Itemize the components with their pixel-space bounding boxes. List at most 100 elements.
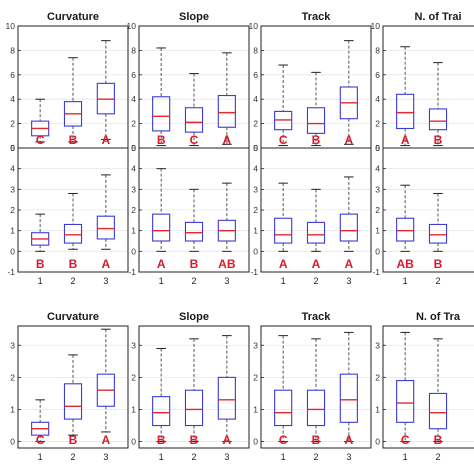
- box-1: C: [274, 64, 293, 147]
- x-tick-label: 2: [70, 452, 75, 462]
- y-tick-label: 8: [10, 45, 15, 55]
- group-letter: B: [434, 133, 443, 147]
- x-tick-label: 1: [281, 276, 286, 286]
- group-letter: C: [401, 433, 410, 447]
- iqr-box: [428, 223, 448, 244]
- y-tick-label: 3: [10, 340, 15, 350]
- group-letter: B: [190, 257, 199, 271]
- y-tick-label: 4: [131, 94, 136, 104]
- iqr-box: [428, 392, 448, 430]
- x-tick-label: 1: [159, 452, 164, 462]
- panel-frame: [260, 325, 372, 449]
- x-tick-label: 3: [224, 452, 229, 462]
- group-letter: C: [279, 133, 288, 147]
- panel-top-upper-4: 0 2 4 6 8 10 N. of Trai A B: [371, 11, 474, 153]
- y-tick-label: 2: [131, 205, 136, 215]
- x-tick-label: 2: [313, 452, 318, 462]
- panel-title: N. of Trai: [414, 11, 461, 23]
- y-tick-label: 10: [127, 21, 137, 31]
- y-tick-label: 4: [253, 94, 258, 104]
- iqr-box: [152, 96, 171, 132]
- y-tick-label: 5: [253, 143, 258, 153]
- group-letter: A: [344, 257, 353, 271]
- iqr-box: [96, 215, 115, 240]
- box-3: A: [217, 52, 236, 147]
- y-tick-label: 3: [253, 184, 258, 194]
- group-letter: A: [344, 433, 353, 447]
- iqr-box: [339, 373, 358, 423]
- y-tick-label: 1: [131, 226, 136, 236]
- box-3: A3: [96, 328, 115, 462]
- iqr-box: [184, 389, 204, 427]
- y-tick-label: 3: [375, 340, 380, 350]
- box-1: C1: [274, 335, 293, 462]
- panel-title: Track: [302, 311, 332, 323]
- chart-bottom: 0123CurvatureC1B2A30123SlopeB1B2A30123Tr…: [10, 311, 474, 462]
- box-3: A3: [339, 176, 358, 286]
- box-3: AB 3: [217, 182, 236, 286]
- y-tick-label: 0: [131, 246, 136, 256]
- iqr-box: [274, 217, 293, 244]
- group-letter: C: [36, 433, 45, 447]
- y-tick-label: 4: [253, 164, 258, 174]
- y-tick-label: 0: [10, 143, 15, 153]
- x-tick-label: 1: [38, 452, 43, 462]
- x-tick-label: 2: [191, 276, 196, 286]
- box-1: A1: [274, 182, 293, 286]
- y-tick-label: 10: [249, 21, 259, 31]
- group-letter: A: [312, 257, 321, 271]
- y-tick-label: 1: [375, 226, 380, 236]
- panel-frame: [138, 325, 250, 449]
- iqr-box: [184, 107, 204, 133]
- y-tick-label: 0: [10, 246, 15, 256]
- iqr-box: [63, 223, 83, 244]
- y-tick-label: 2: [10, 372, 15, 382]
- y-tick-label: 0: [253, 437, 258, 447]
- y-tick-label: 0: [253, 143, 258, 153]
- box-2: B2: [428, 192, 448, 286]
- box-2: A2: [306, 188, 326, 286]
- y-tick-label: 2: [375, 205, 380, 215]
- y-tick-label: 8: [375, 45, 380, 55]
- panel-frame: [138, 25, 250, 149]
- box-3: A3: [339, 331, 358, 462]
- group-letter: B: [312, 433, 321, 447]
- iqr-box: [274, 389, 293, 427]
- box-3: A: [339, 40, 358, 147]
- box-1: A1: [152, 168, 171, 286]
- y-tick-label: 2: [131, 119, 136, 129]
- chart-top-upper: 0 2 4 6 8 10 Curvature C B A 0 2 4 6 8 10 Slope B C A 0 2 4 6 8 1…: [6, 11, 474, 153]
- x-tick-label: 2: [435, 276, 440, 286]
- group-letter: B: [69, 133, 78, 147]
- x-tick-label: 1: [403, 276, 408, 286]
- group-letter: B: [434, 433, 443, 447]
- y-tick-label: 2: [10, 119, 15, 129]
- panel-top-upper-1: 0 2 4 6 8 10 Curvature C B A: [6, 11, 129, 153]
- y-tick-label: 0: [131, 143, 136, 153]
- y-tick-label: 6: [131, 70, 136, 80]
- y-tick-label: 1: [10, 226, 15, 236]
- box-3: A3: [217, 335, 236, 462]
- group-letter: B: [312, 133, 321, 147]
- box-1: B: [152, 47, 171, 147]
- y-tick-label: -1: [128, 267, 136, 277]
- y-tick-label: 1: [253, 404, 258, 414]
- y-tick-label: 2: [10, 205, 15, 215]
- x-tick-label: 2: [313, 276, 318, 286]
- group-letter: A: [222, 433, 231, 447]
- x-tick-label: 3: [346, 276, 351, 286]
- x-tick-label: 1: [38, 276, 43, 286]
- panel-top-upper-2: 0 2 4 6 8 10 Slope B C A: [127, 11, 250, 153]
- group-letter: B: [69, 257, 78, 271]
- y-tick-label: 1: [375, 404, 380, 414]
- y-tick-label: 2: [375, 119, 380, 129]
- box-1: C1: [396, 331, 415, 462]
- y-tick-label: 0: [375, 143, 380, 153]
- group-letter: B: [157, 133, 166, 147]
- x-tick-label: 3: [103, 276, 108, 286]
- box-3: A: [96, 40, 115, 147]
- iqr-box: [396, 380, 415, 423]
- group-letter: AB: [396, 257, 414, 271]
- y-tick-label: 3: [253, 340, 258, 350]
- group-letter: B: [434, 257, 443, 271]
